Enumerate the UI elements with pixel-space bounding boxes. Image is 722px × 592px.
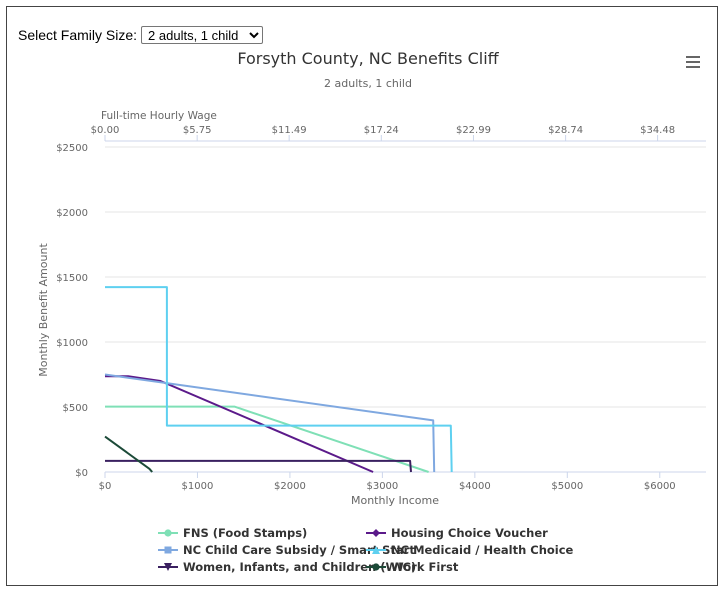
legend-marker-icon [366,528,391,538]
chart-subtitle: 2 adults, 1 child [324,77,412,90]
legend-label: NC Child Care Subsidy / Smart Start [183,543,415,557]
y-tick-label: $1500 [56,273,88,284]
x-tick-label: $3000 [366,481,398,492]
legend-label: Women, Infants, and Children (WIC) [183,560,417,574]
family-size-selector: Select Family Size: 2 adults, 1 child [18,26,264,44]
x-tick-label: $5000 [551,481,583,492]
chart-title: Forsyth County, NC Benefits Cliff [237,49,499,68]
top-tick-label: $22.99 [456,125,491,136]
legend-item[interactable]: Work First [366,560,458,574]
family-size-select[interactable]: 2 adults, 1 child [141,26,264,44]
secondary-x-axis-title: Full-time Hourly Wage [101,110,217,122]
x-tick-label: $2000 [274,481,306,492]
series-line[interactable] [105,405,429,473]
chart-frame [6,6,718,586]
y-tick-label: $0 [75,468,88,479]
series-line[interactable] [105,286,453,473]
y-tick-label: $2000 [56,208,88,219]
family-size-label: Select Family Size: [18,27,138,43]
legend-label: NC Medicaid / Health Choice [391,543,574,557]
legend-marker-icon [158,528,183,538]
legend-item[interactable]: Women, Infants, and Children (WIC) [158,560,416,574]
legend-item[interactable]: Housing Choice Voucher [366,526,548,540]
legend-label: Housing Choice Voucher [391,526,548,540]
series-line[interactable] [104,373,436,473]
y-axis-title: Monthly Benefit Amount [37,243,50,377]
y-tick-label: $500 [63,403,88,414]
y-tick-label: $2500 [56,143,88,154]
top-tick-label: $5.75 [183,125,212,136]
series-line[interactable] [104,435,153,473]
legend-item[interactable]: NC Medicaid / Health Choice [366,543,573,557]
top-tick-label: $28.74 [548,125,583,136]
series-line[interactable] [105,375,374,473]
hamburger-menu-icon[interactable] [684,54,702,70]
top-tick-label: $0.00 [91,125,120,136]
legend-marker-icon [158,562,183,572]
x-tick-label: $4000 [459,481,491,492]
legend-item[interactable]: FNS (Food Stamps) [158,526,307,540]
legend-marker-icon [158,545,183,555]
x-tick-label: $6000 [644,481,676,492]
legend-label: Work First [391,560,459,574]
legend-label: FNS (Food Stamps) [183,526,308,540]
top-tick-label: $17.24 [364,125,399,136]
legend-marker-icon [366,562,391,572]
y-tick-label: $1000 [56,338,88,349]
series-line[interactable] [105,459,412,473]
x-axis-title: Monthly Income [351,494,439,507]
top-tick-label: $11.49 [272,125,307,136]
x-tick-label: $1000 [182,481,214,492]
legend-marker-icon [366,545,391,555]
legend-item[interactable]: NC Child Care Subsidy / Smart Start [158,543,415,557]
x-tick-label: $0 [99,481,112,492]
top-tick-label: $34.48 [640,125,675,136]
